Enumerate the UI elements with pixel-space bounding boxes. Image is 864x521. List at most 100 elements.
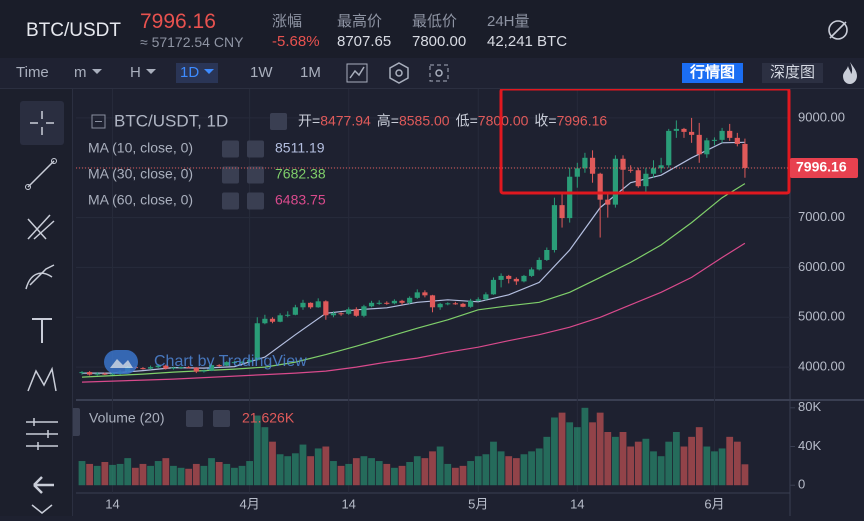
toolbar-item[interactable]: 1D bbox=[176, 63, 219, 83]
volume-bar bbox=[360, 456, 368, 486]
candle-body bbox=[742, 143, 748, 168]
x-tick-label: 14 bbox=[570, 496, 584, 511]
candle-body bbox=[262, 318, 268, 324]
tool-trendline[interactable] bbox=[27, 160, 55, 188]
volume-bar bbox=[147, 465, 154, 486]
candle-body bbox=[429, 295, 436, 308]
ohlc-value: 7800.00 bbox=[478, 113, 529, 129]
volume-bar bbox=[139, 463, 147, 486]
candle-body bbox=[422, 292, 428, 296]
theme-icon[interactable] bbox=[826, 18, 850, 42]
tool-crosshair[interactable] bbox=[20, 101, 64, 145]
settings-button[interactable] bbox=[222, 140, 239, 158]
volume-bar bbox=[421, 458, 429, 486]
candle-body bbox=[628, 169, 634, 171]
tool-text[interactable] bbox=[32, 318, 52, 343]
volume-bar bbox=[657, 456, 665, 486]
close-button[interactable] bbox=[247, 166, 264, 184]
candle-body bbox=[612, 158, 618, 205]
candle-body bbox=[528, 269, 535, 276]
toolbar-item[interactable]: 1W bbox=[250, 64, 273, 81]
close-button[interactable] bbox=[247, 140, 264, 158]
candle-body bbox=[346, 309, 352, 314]
candle-body bbox=[231, 362, 237, 364]
volume-bar bbox=[688, 436, 695, 486]
candle-body bbox=[193, 367, 199, 372]
highlight-box bbox=[499, 87, 791, 195]
volume-bar bbox=[451, 467, 459, 486]
candle-body bbox=[300, 302, 306, 308]
candle-body bbox=[711, 139, 718, 141]
volume-bar bbox=[345, 463, 353, 486]
toolbar: Time m H 1D 1W 1M 行情图 深度图 bbox=[0, 58, 864, 89]
tool-pitchfork[interactable] bbox=[27, 214, 55, 240]
close-button[interactable] bbox=[213, 410, 230, 427]
last-price: 7996.16 bbox=[140, 10, 216, 33]
ma-name: MA (60, close, 0) bbox=[88, 192, 193, 208]
candle-body bbox=[673, 128, 679, 131]
volume-bar bbox=[429, 451, 436, 486]
collapse-icon[interactable] bbox=[91, 114, 106, 129]
candle-body bbox=[483, 294, 489, 300]
toolbar-item[interactable]: Time bbox=[16, 64, 49, 81]
candle-body bbox=[620, 158, 626, 170]
candle-body bbox=[178, 367, 184, 369]
toolbar-item[interactable]: m bbox=[70, 63, 106, 83]
drawing-tools bbox=[20, 101, 64, 514]
settings-button[interactable] bbox=[222, 166, 239, 184]
tool-back[interactable] bbox=[33, 476, 54, 494]
ma-name: MA (10, close, 0) bbox=[88, 140, 193, 156]
candle-body bbox=[277, 315, 283, 322]
toolbar-item[interactable]: H bbox=[126, 63, 160, 83]
indicators-icon[interactable] bbox=[388, 62, 410, 84]
volume-bar bbox=[520, 454, 528, 486]
volume-bar bbox=[650, 451, 657, 486]
settings-button[interactable] bbox=[270, 113, 287, 130]
candle-body bbox=[285, 314, 291, 316]
symbol: BTC/USDT bbox=[26, 20, 121, 41]
flame-icon[interactable] bbox=[841, 61, 859, 85]
volume-bar bbox=[718, 448, 726, 486]
volume-bar bbox=[383, 463, 391, 486]
candle-body bbox=[475, 299, 481, 301]
volume-bar bbox=[322, 446, 330, 486]
screenshot-icon[interactable] bbox=[428, 63, 450, 83]
candle-body bbox=[666, 130, 672, 166]
view-tab[interactable]: 深度图 bbox=[762, 63, 824, 83]
volume-bar bbox=[208, 458, 215, 486]
volume-bar bbox=[253, 415, 261, 486]
candle-body bbox=[376, 302, 382, 304]
tool-brush[interactable] bbox=[25, 264, 55, 290]
ohlc-label: 收= bbox=[534, 113, 556, 129]
ohlc-label: 开= bbox=[298, 113, 320, 129]
candle-body bbox=[490, 279, 497, 295]
candle-body bbox=[216, 365, 222, 367]
tool-more[interactable] bbox=[31, 504, 53, 514]
settings-button[interactable] bbox=[222, 192, 239, 210]
watermark-text: Chart by TradingView bbox=[154, 353, 307, 370]
candle-body bbox=[734, 137, 740, 144]
toolbar-item[interactable]: 1M bbox=[300, 64, 321, 81]
candle-body bbox=[323, 301, 329, 316]
view-tab[interactable]: 行情图 bbox=[682, 63, 744, 83]
y-tick-label: 6000.00 bbox=[798, 259, 845, 274]
tool-measure[interactable] bbox=[26, 418, 58, 450]
settings-button[interactable] bbox=[186, 410, 203, 427]
candle-body bbox=[269, 318, 276, 322]
volume-bar bbox=[368, 458, 375, 486]
candle-body bbox=[147, 367, 154, 369]
candle-body bbox=[521, 275, 527, 282]
candle-body bbox=[567, 176, 573, 219]
tool-icon bbox=[30, 111, 54, 135]
volume-bar bbox=[604, 432, 612, 486]
stat-value: -5.68% bbox=[272, 33, 320, 50]
candle-body bbox=[452, 303, 458, 305]
close-button[interactable] bbox=[247, 192, 264, 210]
tool-pattern[interactable] bbox=[27, 366, 57, 392]
chart-style-icon[interactable] bbox=[346, 63, 368, 83]
volume-bar bbox=[634, 441, 642, 486]
volume-bars bbox=[78, 407, 749, 486]
volume-bar bbox=[238, 465, 246, 486]
volume-bar bbox=[551, 417, 558, 486]
